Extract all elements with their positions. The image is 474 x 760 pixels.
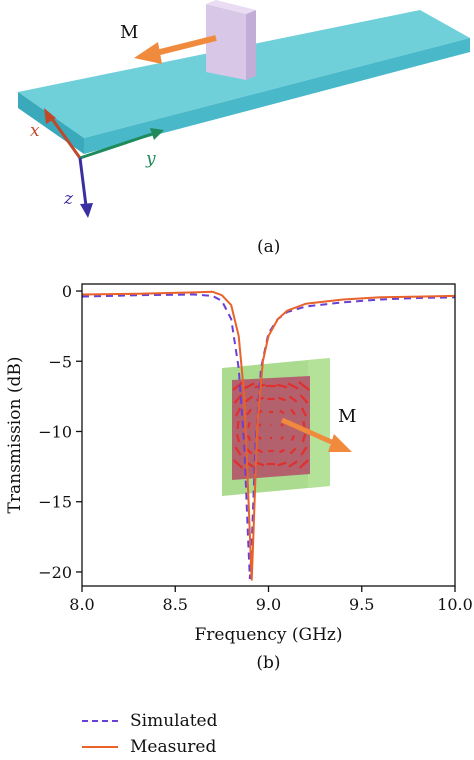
y-tick-label: −10 — [38, 422, 72, 441]
x-tick-label: 8.5 — [163, 595, 188, 614]
axis-z-arrow — [78, 157, 93, 218]
inset-field-vector — [278, 448, 286, 454]
inset-field-vector — [280, 423, 284, 427]
schematic-panel-a: M x y z (a) — [18, 0, 470, 257]
inset-field-vector — [276, 383, 288, 389]
series-line-simulated — [81, 293, 456, 580]
axis-y-label: y — [145, 149, 156, 169]
inset-field-vector — [288, 460, 298, 468]
inset-field-vector — [277, 461, 287, 467]
y-tick-label: −15 — [38, 493, 72, 512]
inset-field-vector — [258, 435, 262, 441]
x-axis-label: Frequency (GHz) — [195, 625, 343, 645]
inset-magnetization-arrow-shaft — [280, 417, 338, 447]
legend-swatch-simulated — [82, 720, 118, 722]
x-tick-label: 9.5 — [349, 595, 374, 614]
inset-field-vector — [255, 461, 265, 467]
inset-field-vector — [300, 407, 308, 417]
legend-item-simulated: Simulated — [82, 708, 218, 734]
substrate-front-face — [84, 38, 470, 154]
y-tick-label: −5 — [48, 352, 72, 371]
inset-field-vector — [243, 382, 255, 390]
inset-field-vector — [300, 446, 308, 456]
inset-field-vector — [246, 408, 252, 416]
inset-field-vector — [258, 423, 262, 427]
x-tick-label: 10.0 — [437, 595, 473, 614]
inset-field-vector — [233, 459, 243, 469]
inset-field-vector — [256, 448, 264, 454]
inset-field-vector — [290, 408, 296, 416]
caption-a: (a) — [257, 237, 280, 257]
inset-field-vector — [288, 395, 298, 403]
x-tick-label: 9.0 — [256, 595, 281, 614]
legend-label-simulated: Simulated — [130, 711, 218, 731]
inset-field-vector — [301, 433, 307, 443]
caption-b: (b) — [256, 653, 280, 673]
inset-field-vector — [244, 395, 254, 403]
inset-field-vector — [279, 409, 285, 415]
inset-field-vector — [233, 394, 243, 404]
inset-field-vector — [234, 407, 242, 417]
inset-field-vector — [289, 447, 297, 455]
magnetization-label: M — [120, 22, 138, 43]
axis-y-arrow — [79, 128, 164, 160]
inset-field-vector — [280, 435, 284, 441]
inset-side-panel — [308, 358, 330, 488]
x-tick-label: 8.0 — [69, 595, 94, 614]
y-axis-label: Transmission (dB) — [5, 357, 25, 514]
inset-field-vector — [236, 420, 240, 430]
inset-field-vector — [246, 434, 252, 442]
axis-x-arrow — [44, 108, 82, 159]
legend-label-measured: Measured — [130, 737, 217, 757]
legend-item-measured: Measured — [82, 734, 218, 760]
resonator-block-front — [206, 4, 246, 80]
chart-legend: Simulated Measured — [82, 708, 218, 760]
inset-field-vector — [299, 459, 309, 469]
axis-x-label: x — [30, 121, 40, 141]
inset-field-vector — [232, 381, 244, 391]
inset-magnetization-arrow-head — [328, 434, 352, 452]
y-tick-label: 0 — [62, 282, 72, 301]
transmission-chart: M 8.0 8.5 9.0 9.5 10.0 0 −5 −10 −15 −20 Frequency (… — [5, 282, 473, 673]
inset-field-vector — [235, 433, 241, 443]
y-tick-label: −20 — [38, 563, 72, 582]
resonator-block-top — [206, 0, 256, 14]
inset-magnetization-label: M — [338, 406, 356, 427]
inset-field-vector — [290, 434, 296, 442]
inset-field-vector — [287, 382, 299, 390]
series-line-measured — [81, 290, 456, 581]
inset-field-vector — [234, 446, 242, 456]
legend-swatch-measured — [82, 746, 118, 748]
magnetization-arrow — [134, 35, 217, 64]
inset-field-vector — [299, 394, 309, 404]
field-map-inset: M — [222, 358, 356, 496]
inset-field-vector — [278, 396, 286, 402]
axis-z-label: z — [63, 189, 74, 209]
inset-field-vector — [247, 422, 251, 428]
resonator-block-side — [246, 10, 256, 80]
inset-field-vector — [298, 381, 310, 391]
inset-resonator — [232, 376, 310, 480]
